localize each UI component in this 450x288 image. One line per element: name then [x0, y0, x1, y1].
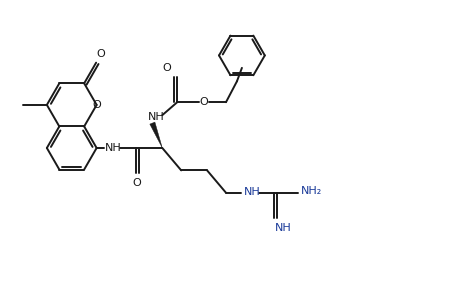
Text: NH: NH: [243, 187, 260, 197]
Text: NH: NH: [275, 223, 292, 233]
Text: O: O: [96, 50, 105, 59]
Text: O: O: [162, 63, 171, 73]
Polygon shape: [150, 122, 162, 148]
Text: NH₂: NH₂: [301, 186, 322, 196]
Text: O: O: [92, 100, 101, 110]
Text: O: O: [199, 97, 208, 107]
Text: NH: NH: [148, 112, 165, 122]
Text: O: O: [132, 178, 141, 188]
Text: NH: NH: [105, 143, 122, 153]
